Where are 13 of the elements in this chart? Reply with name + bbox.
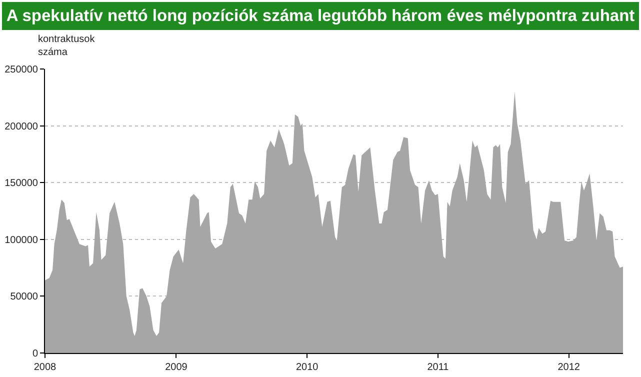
y-tick-label: 100000 (4, 234, 38, 246)
y-tick-label: 250000 (4, 64, 38, 76)
x-tick-label: 2009 (165, 362, 188, 373)
y-tick-label: 150000 (4, 178, 38, 190)
x-tick-label: 2011 (427, 362, 450, 373)
x-tick-label: 2008 (34, 362, 57, 373)
chart-title: A spekulatív nettó long pozíciók száma legutóbb három éves mélypontra zuhant (2, 2, 639, 30)
y-tick-label: 200000 (4, 121, 38, 132)
x-tick-label: 2012 (558, 362, 580, 373)
x-tick-label: 2010 (296, 362, 319, 373)
y-axis-title: kontraktusok száma (38, 34, 96, 58)
y-tick-label: 50000 (10, 292, 38, 303)
y-tick-label: 0 (32, 348, 38, 360)
